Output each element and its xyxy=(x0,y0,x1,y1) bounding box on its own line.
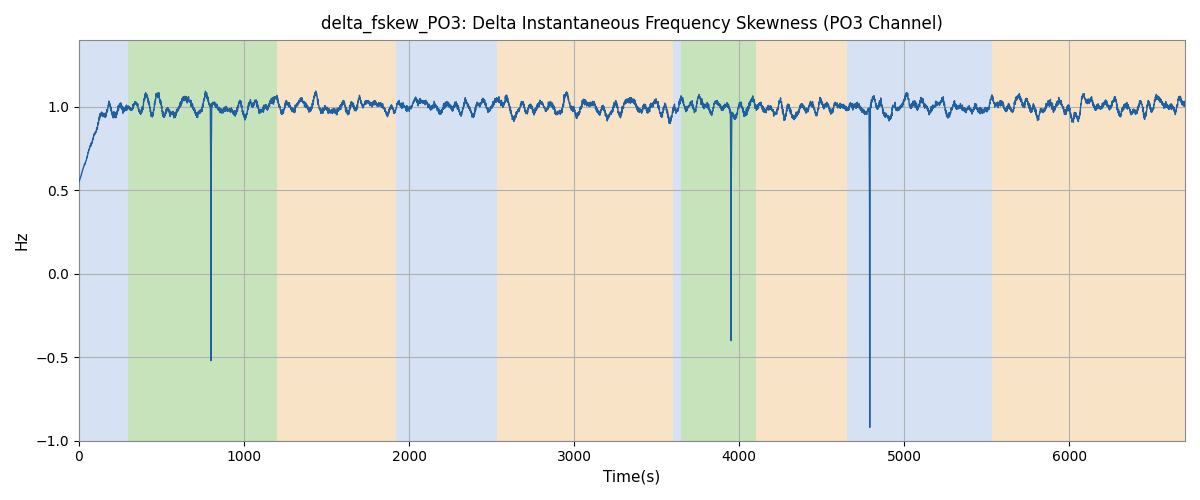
Bar xyxy=(682,40,756,440)
Bar xyxy=(396,40,497,440)
Bar xyxy=(497,40,673,440)
Bar xyxy=(128,40,277,440)
X-axis label: Time(s): Time(s) xyxy=(604,470,660,485)
Bar xyxy=(992,40,1186,440)
Bar xyxy=(756,40,846,440)
Bar xyxy=(277,40,396,440)
Title: delta_fskew_PO3: Delta Instantaneous Frequency Skewness (PO3 Channel): delta_fskew_PO3: Delta Instantaneous Fre… xyxy=(322,15,943,34)
Bar xyxy=(79,40,128,440)
Bar xyxy=(673,40,682,440)
Y-axis label: Hz: Hz xyxy=(14,230,30,250)
Bar xyxy=(846,40,992,440)
